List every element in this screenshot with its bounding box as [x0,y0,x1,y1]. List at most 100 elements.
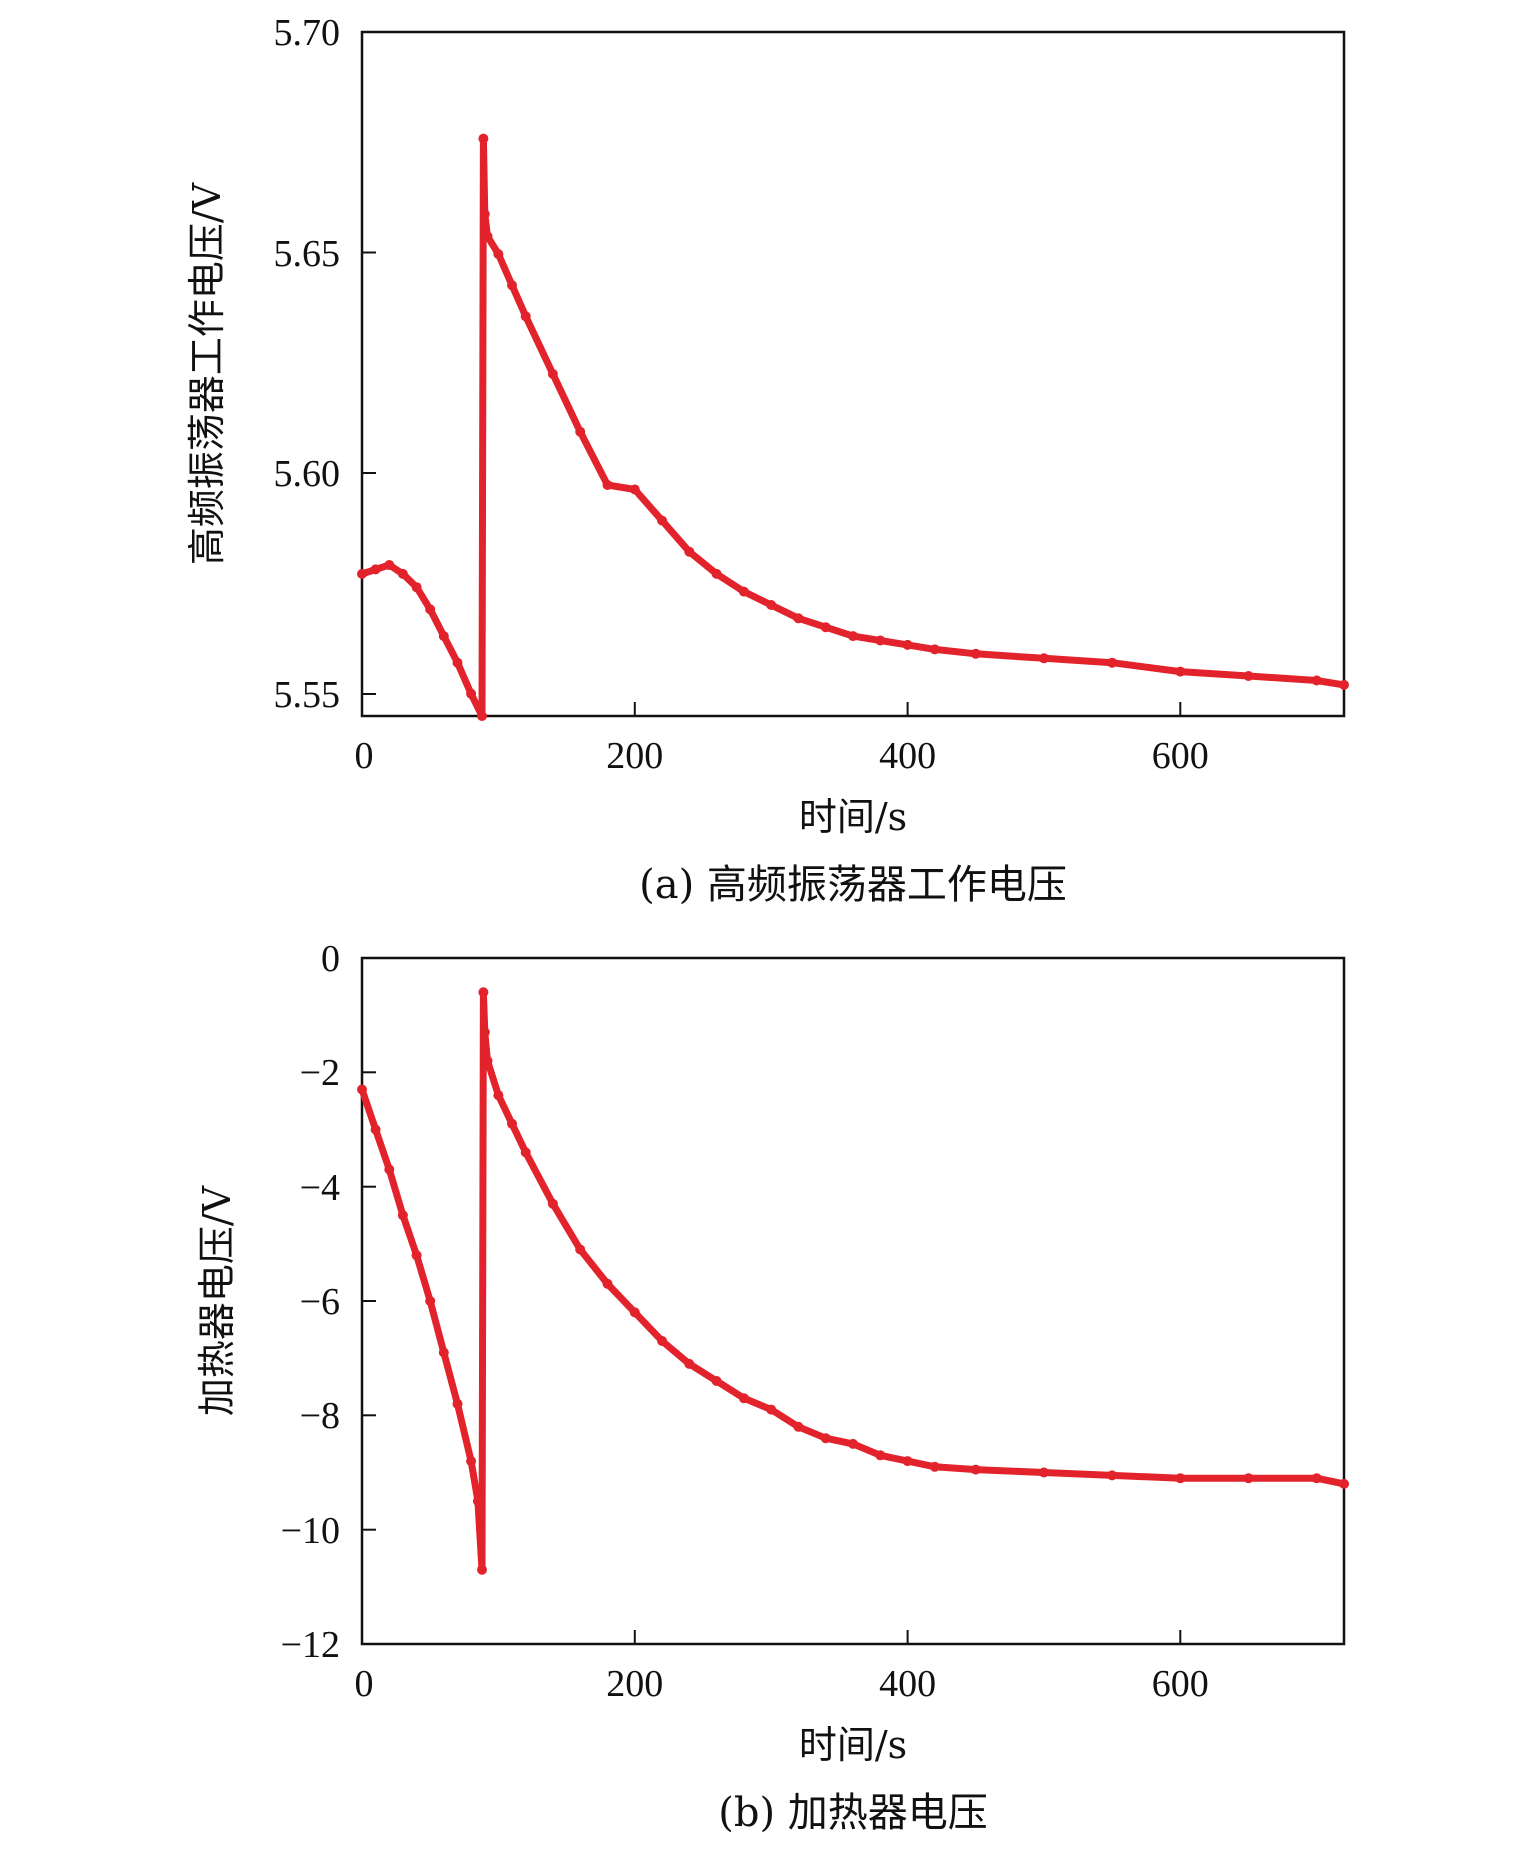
chart-a-x-tick-label: 600 [1152,735,1209,777]
chart-b-x-tick-label: 0 [355,1663,374,1705]
chart-b-caption: (b) 加热器电压 [718,1790,988,1836]
data-point [820,622,831,633]
data-point [1311,1473,1322,1484]
data-point [411,1250,422,1261]
data-point [820,1433,831,1444]
data-point [425,1296,436,1306]
series-line [358,135,1348,720]
data-point [848,1438,858,1449]
data-point [738,586,749,597]
chart-a-line-layer [357,133,1349,721]
data-point [929,1461,940,1472]
chart-b-y-tick-label: −10 [281,1510,340,1552]
data-point [370,1124,381,1135]
chart-a-x-axis-label: 时间/s [799,795,907,839]
data-point [657,1336,668,1346]
data-point [357,1084,367,1095]
data-point [1243,1473,1254,1484]
data-point [902,639,913,650]
data-point [929,644,940,655]
data-point [1339,679,1349,690]
data-point [793,1421,804,1432]
data-point [1107,657,1118,668]
chart-a-x-tick-label: 400 [879,735,936,777]
chart-b-x-axis-label: 时间/s [799,1723,907,1767]
data-point [970,648,981,659]
data-point [370,564,381,575]
data-point [438,631,449,642]
data-point [1311,675,1322,686]
data-point [482,231,493,242]
chart-a: 0 200 400 600 5.55 5.60 5.65 5.70 时间/s 高… [185,12,1349,908]
data-point [875,1450,886,1461]
data-point [1038,653,1049,664]
data-point [493,1090,504,1101]
data-point [902,1456,913,1467]
chart-b-x-tick-label: 600 [1152,1663,1209,1705]
data-point [711,568,722,579]
data-point [547,369,558,379]
data-point [411,582,422,593]
chart-a-caption: (a) 高频振荡器工作电压 [639,862,1067,908]
data-point [970,1464,981,1475]
data-point [575,1244,586,1255]
chart-b: 0 200 400 600 −12 −10 −8 −6 −4 −2 0 时间/s… [195,938,1349,1836]
data-point [478,987,489,998]
data-point [397,568,408,579]
data-point [472,1496,483,1507]
chart-a-x-tick-label: 200 [606,735,663,777]
series-line [358,988,1348,1574]
data-point [1175,666,1186,677]
chart-a-plot-frame [360,30,1346,718]
data-point [493,249,504,260]
data-point [684,546,695,557]
chart-a-x-tick-label: 0 [355,735,374,777]
data-point [478,133,489,144]
data-point [575,426,586,437]
data-point [438,1347,449,1358]
chart-b-line-layer [357,987,1349,1575]
chart-b-y-tick-label: −4 [300,1167,340,1209]
data-point [477,711,487,721]
data-point [629,484,640,495]
chart-b-y-tick-label: −2 [300,1052,340,1094]
chart-b-x-tick-label: 200 [606,1663,663,1705]
chart-a-y-tick-label: 5.70 [274,12,341,54]
data-point [477,1564,487,1575]
data-point [507,1118,517,1129]
data-point [507,280,517,291]
data-point [482,1055,493,1066]
chart-a-x-ticks: 0 200 400 600 [355,702,1209,777]
chart-b-x-tick-label: 400 [879,1663,936,1705]
data-point [384,560,395,570]
data-point [466,1456,477,1467]
data-point [738,1393,749,1404]
chart-b-plot-frame [360,956,1346,1646]
chart-b-y-ticks: −12 −10 −8 −6 −4 −2 0 [281,938,376,1666]
data-point [602,1278,613,1289]
data-point [425,604,436,615]
chart-b-y-tick-label: −8 [300,1395,340,1437]
data-point [684,1358,695,1369]
data-point [629,1307,640,1318]
chart-b-y-tick-label: −12 [281,1624,340,1666]
chart-a-y-tick-label: 5.55 [274,674,341,716]
data-point [848,631,858,642]
data-point [875,635,886,646]
data-point [466,688,477,699]
chart-b-y-tick-label: −6 [300,1281,340,1323]
data-point [479,1027,490,1038]
data-point [479,209,490,220]
chart-b-y-axis-label: 加热器电压/V [195,1185,239,1416]
chart-b-x-ticks: 0 200 400 600 [355,1630,1209,1705]
data-point [452,1398,463,1409]
data-point [520,1147,531,1158]
data-point [1038,1467,1049,1478]
chart-a-y-tick-label: 5.60 [274,453,341,495]
chart-b-y-tick-label: 0 [321,938,340,980]
data-point [384,1164,395,1175]
chart-a-y-tick-label: 5.65 [274,233,341,275]
data-point [711,1376,722,1386]
data-point [657,515,668,526]
